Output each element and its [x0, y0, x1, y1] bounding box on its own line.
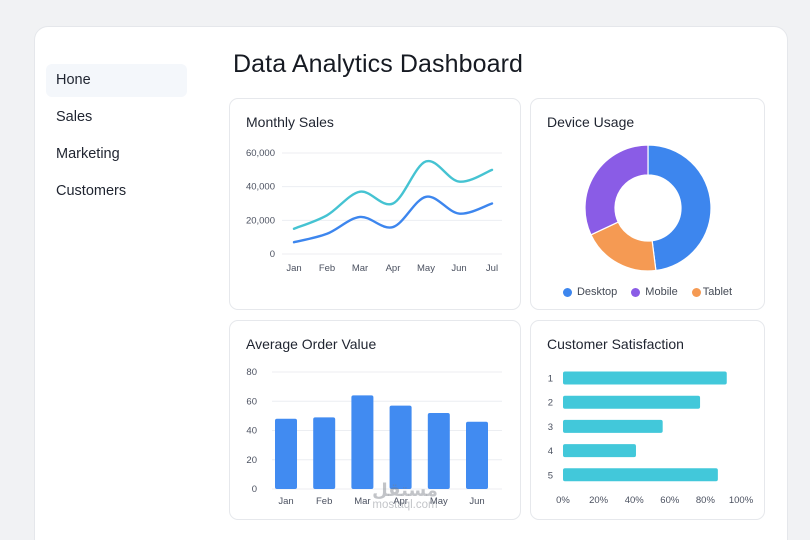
y-tick-label: 1	[548, 374, 553, 385]
x-tick-label: May	[430, 496, 448, 507]
x-tick-label: 20%	[589, 495, 609, 506]
x-tick-label: Mar	[352, 263, 368, 274]
series-line-1	[292, 195, 494, 244]
x-tick-label: Feb	[319, 263, 335, 274]
y-tick-label: 40	[246, 426, 257, 437]
x-tick-label: 40%	[625, 495, 645, 506]
sidebar-item-marketing[interactable]: Marketing	[56, 146, 120, 162]
hbar-1	[563, 371, 727, 385]
pie-slice-mobile	[584, 144, 649, 236]
y-tick-label: 60	[246, 396, 257, 407]
y-tick-label: 40,000	[246, 182, 275, 193]
device-usage-card: Device Usage Desktop Mobile Tablet	[530, 98, 765, 310]
legend-label-mobile: Mobile	[645, 286, 678, 298]
y-tick-label: 0	[270, 249, 275, 260]
y-tick-label: 4	[548, 446, 553, 457]
x-tick-label: 80%	[696, 495, 716, 506]
sidebar-item-sales[interactable]: Sales	[56, 109, 93, 125]
x-tick-label: 0%	[556, 495, 570, 506]
y-tick-label: 80	[246, 367, 257, 378]
legend-label-desktop: Desktop	[576, 286, 618, 298]
x-tick-label: Jan	[286, 263, 301, 274]
y-tick-label: 2	[548, 398, 553, 409]
pie-slice-desktop	[647, 144, 712, 272]
x-tick-label: Jul	[486, 263, 498, 274]
series-line-0	[292, 159, 494, 230]
hbar-3	[563, 419, 663, 433]
bar-feb	[313, 417, 336, 489]
bar-jun	[466, 421, 488, 489]
x-tick-label: 100%	[729, 495, 754, 506]
device-usage-legend: Desktop Mobile Tablet	[531, 286, 764, 298]
x-tick-label: Jan	[278, 496, 293, 507]
page-title: Data Analytics Dashboard	[233, 50, 524, 78]
satisfaction-title: Customer Satisfaction	[547, 336, 684, 352]
monthly-sales-card: Monthly Sales 0 20,000 40,000 60,000 Jan Feb M…	[229, 98, 521, 310]
sidebar: Hone Sales Marketing Customers	[46, 64, 187, 212]
hbar-5	[563, 468, 718, 482]
y-tick-label: 60,000	[246, 148, 275, 159]
average-order-title: Average Order Value	[246, 336, 377, 352]
average-order-card: Average Order Value 0 20 40 60 80 Jan Feb Mar Ap…	[229, 320, 521, 520]
legend-item-desktop: Desktop	[562, 286, 618, 298]
device-usage-chart	[584, 144, 712, 272]
x-tick-label: Feb	[316, 496, 332, 507]
hbar-2	[563, 395, 701, 409]
x-tick-label: 60%	[660, 495, 680, 506]
bar-jan	[275, 418, 297, 489]
hbar-4	[563, 444, 636, 458]
monthly-sales-title: Monthly Sales	[246, 114, 334, 130]
legend-dot-desktop	[562, 287, 572, 297]
sidebar-item-customers[interactable]: Customers	[56, 183, 127, 199]
x-tick-label: Jun	[469, 496, 484, 507]
x-tick-label: Jun	[451, 263, 466, 274]
y-tick-label: 0	[252, 484, 257, 495]
x-tick-label: Mar	[354, 496, 370, 507]
monthly-sales-chart: 0 20,000 40,000 60,000 Jan Feb Mar Apr May Jun Jul	[246, 148, 502, 274]
bar-mar	[351, 395, 374, 489]
satisfaction-chart: 1 2 3 4 5 0% 20% 40% 60% 80% 100%	[548, 371, 754, 506]
legend-item-mobile: Mobile	[631, 286, 678, 298]
y-tick-label: 20,000	[246, 215, 275, 226]
legend-label-tablet: Tablet	[702, 286, 733, 298]
x-tick-label: May	[417, 263, 435, 274]
y-tick-label: 5	[548, 470, 553, 481]
bar-may	[427, 412, 450, 489]
bar-apr	[389, 405, 412, 489]
legend-dot-mobile	[631, 287, 641, 297]
satisfaction-card: Customer Satisfaction 1 2 3 4 5 0% 20% 40% 60% 80…	[530, 320, 765, 520]
y-tick-label: 20	[246, 455, 257, 466]
x-tick-label: Apr	[393, 496, 408, 507]
sidebar-item-home[interactable]: Hone	[46, 64, 187, 97]
legend-dot-tablet	[691, 287, 701, 297]
legend-item-tablet: Tablet	[691, 286, 733, 298]
average-order-chart: 0 20 40 60 80 Jan Feb Mar Apr May Jun	[246, 367, 502, 507]
device-usage-title: Device Usage	[547, 114, 635, 130]
x-tick-label: Apr	[386, 263, 401, 274]
y-tick-label: 3	[548, 422, 553, 433]
